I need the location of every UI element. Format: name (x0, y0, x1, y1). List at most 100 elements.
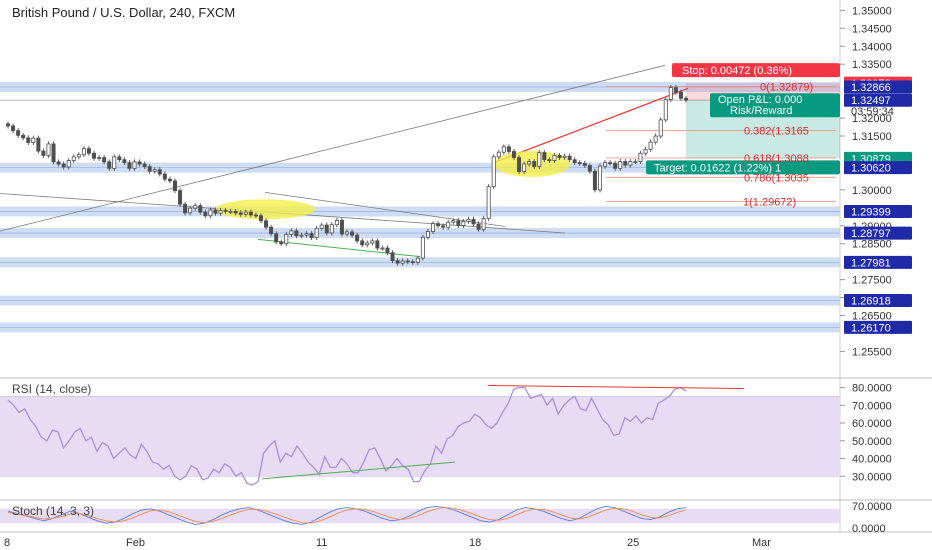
price-tag-box (844, 320, 912, 334)
candle-body (370, 240, 375, 244)
candle-body (289, 230, 294, 235)
risk-reward-label: Risk/Reward (730, 105, 792, 117)
position-tool[interactable]: Stop: 0.00472 (0.36%) Open P&L: 0.000Risk… (646, 63, 840, 175)
candle-body (425, 231, 430, 238)
price-tag-label: 1.29399 (851, 206, 891, 218)
candle-body (162, 173, 167, 180)
candle-body (167, 178, 172, 182)
candle-body (350, 231, 355, 236)
candle-body (638, 152, 643, 162)
candle-body (476, 223, 481, 230)
fibonacci-retracement[interactable]: 0(1.32879) 0.382(1.3165 0.618(1.3088 0.786(… (606, 82, 836, 209)
candle-body (122, 159, 127, 164)
candle-body (218, 209, 223, 214)
candle-body (56, 161, 61, 165)
pnl-label: Open P&L: 0.000 (718, 94, 802, 106)
time-tick-label: 18 (469, 537, 481, 549)
candle-body (71, 156, 76, 161)
rsi-label: RSI (14, close) (12, 382, 91, 396)
candle-body (547, 159, 552, 162)
candle-body (102, 157, 107, 163)
candle-body (264, 220, 269, 228)
candle-body (284, 234, 289, 245)
candle-body (532, 161, 537, 167)
candle-body (410, 261, 415, 264)
candle-body (51, 143, 56, 163)
candle-body (208, 209, 213, 217)
candle-body (314, 227, 319, 239)
candle-body (522, 163, 527, 172)
time-tick-label: 8 (4, 537, 10, 549)
candle-body (329, 224, 334, 234)
stoch-tick-label: 0.0000 (852, 523, 886, 535)
countdown-label: 03:59:34 (851, 106, 894, 118)
candle-body (506, 146, 511, 152)
candle-body (471, 218, 476, 225)
channel-upper-line (264, 192, 506, 227)
candle-body (147, 166, 152, 172)
candle-body (203, 211, 208, 217)
candle-body (81, 148, 86, 156)
target-label-box (646, 160, 840, 175)
candle-body (137, 161, 142, 165)
candle-body (385, 247, 390, 254)
rsi-tick-label: 60.0000 (852, 418, 892, 430)
stoch-label: Stoch (14, 3, 3) (12, 504, 94, 518)
candle-body (248, 211, 253, 216)
candle-body (375, 240, 380, 249)
time-tick-label: Feb (126, 537, 145, 549)
rsi-tick-label: 40.0000 (852, 454, 892, 466)
price-tag-box (844, 294, 912, 308)
candle-body (648, 141, 653, 150)
candle-body (466, 218, 471, 222)
price-tick-label: 1.30000 (852, 185, 892, 197)
candle-body (324, 224, 329, 234)
candle-body (673, 87, 678, 93)
rsi-divergence-green (261, 461, 456, 480)
candle-body (603, 162, 608, 167)
candle-body (157, 169, 162, 175)
candle-body (304, 233, 309, 236)
candle-body (339, 219, 344, 235)
candle-body (16, 130, 21, 136)
candle-body (21, 134, 26, 139)
candle-body (400, 260, 405, 264)
time-axis: 8 Feb 11 18 25 Mar (4, 537, 771, 549)
candle-body (446, 221, 451, 228)
candle-body (334, 219, 339, 226)
candle-body (279, 241, 284, 245)
candle-body (309, 233, 314, 239)
price-tag-box (844, 204, 912, 218)
support-resistance-zones (0, 81, 840, 333)
rsi-band (0, 396, 840, 477)
candle-body (183, 203, 188, 214)
candle-body (294, 230, 299, 237)
rsi-trend-red (487, 385, 745, 390)
rsi-tick-label: 50.0000 (852, 436, 892, 448)
candle-body (481, 218, 486, 230)
candle-body (582, 162, 587, 166)
price-tick-label: 1.27500 (852, 275, 892, 287)
candle-body (61, 163, 66, 168)
candle-body (365, 242, 370, 246)
time-tick-label: 25 (627, 537, 639, 549)
candle-body (572, 159, 577, 164)
stoch-band (0, 508, 840, 524)
candle-body (31, 137, 36, 143)
candle-body (405, 260, 410, 263)
candle-body (678, 91, 683, 99)
price-tick-label: 1.35000 (852, 5, 892, 17)
candle-body (92, 152, 97, 159)
price-tag-label: 1.26170 (851, 322, 891, 334)
rsi-tick-label: 80.0000 (852, 383, 892, 395)
target-label: Target: 0.01622 (1.22%) 1 (654, 162, 781, 174)
time-tick-label: 11 (316, 537, 327, 549)
candle-body (238, 212, 243, 215)
candle-body (360, 240, 365, 246)
candle-body (213, 209, 218, 214)
highlight-ellipse-right (494, 151, 570, 178)
candle-body (633, 161, 638, 163)
candle-body (127, 162, 132, 169)
rsi-line (7, 386, 687, 486)
